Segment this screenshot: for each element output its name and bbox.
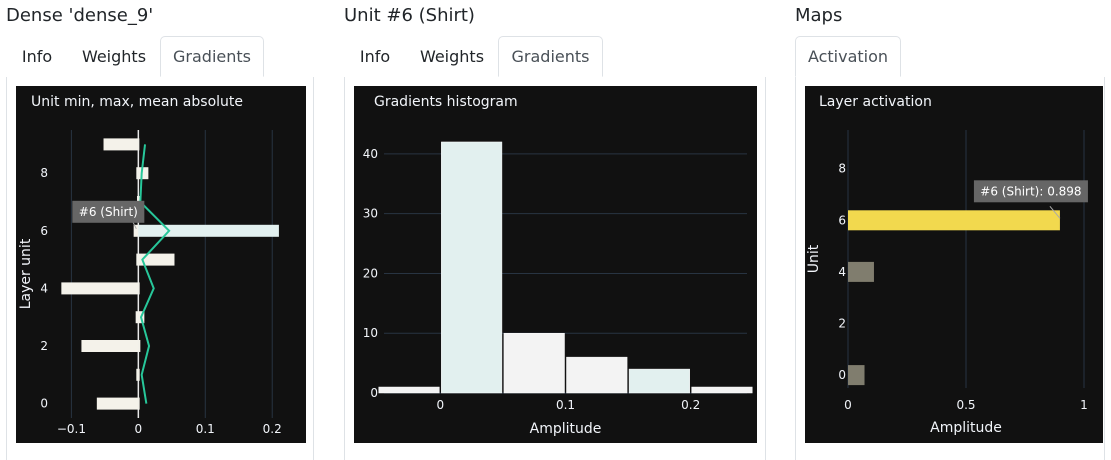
x-tick-label: 0.1 xyxy=(556,398,575,412)
layer-activation-plot[interactable]: Layer activation 0 0.5 1 0 2 4 6 8 Unit #6 (Shirt)… xyxy=(805,86,1103,443)
y-tick-label: 40 xyxy=(363,147,378,161)
dense-layer-panel: Dense 'dense_9' Info Weights Gradients U… xyxy=(6,0,318,460)
chart-title: Layer activation xyxy=(819,94,932,110)
maps-panel: Maps Activation Layer activation 0 0.5 1 0 2 4… xyxy=(795,0,1111,460)
y-tick-label: 4 xyxy=(838,265,846,279)
y-tick-label: 6 xyxy=(40,224,48,238)
tab-weights[interactable]: Weights xyxy=(419,47,485,66)
gradients-histogram-chart[interactable]: Gradients histogram 0 10 20 30 40 0 0.1 0.2 Ampli… xyxy=(354,86,757,443)
activation-bar xyxy=(848,210,1060,231)
min-bar xyxy=(135,311,139,324)
histogram-bar xyxy=(441,141,503,394)
tooltip-text: #6 (Shirt) xyxy=(79,205,138,219)
activation-bar xyxy=(848,365,865,386)
tooltip-box xyxy=(72,200,145,223)
min-bar xyxy=(81,340,139,352)
tab-gradients[interactable]: Gradients xyxy=(498,36,603,77)
y-tick-label: 2 xyxy=(40,339,48,353)
max-bar xyxy=(138,368,140,381)
unit-stats-plot[interactable]: Unit min, max, mean absolute −0.1 0 0.1 0.2 0… xyxy=(16,86,306,443)
y-axis-label: Unit xyxy=(806,244,822,273)
x-tick-label: −0.1 xyxy=(57,422,86,436)
histogram-bar xyxy=(566,356,628,394)
x-tick-label: 0 xyxy=(135,422,143,436)
tooltip-pointer xyxy=(1049,205,1061,219)
y-tick-label: 4 xyxy=(40,281,48,295)
histogram-bar xyxy=(628,368,690,394)
min-bar xyxy=(136,167,139,180)
y-tick-label: 6 xyxy=(838,213,846,227)
x-tick-label: 0 xyxy=(844,398,852,412)
x-tick-label: 0.1 xyxy=(196,422,215,436)
max-bar xyxy=(138,282,140,295)
chart-title: Gradients histogram xyxy=(374,94,518,110)
tab-activation[interactable]: Activation xyxy=(795,36,901,77)
panel-title: Maps xyxy=(795,5,843,26)
max-bar xyxy=(138,224,279,237)
y-axis-label: Layer unit xyxy=(18,238,34,309)
x-tick-label: 0.5 xyxy=(956,398,975,412)
min-bar xyxy=(136,368,139,381)
max-bar xyxy=(138,167,149,180)
min-bar xyxy=(103,138,139,151)
y-tick-label: 20 xyxy=(363,266,378,280)
y-tick-label: 30 xyxy=(363,207,378,221)
layer-activation-chart[interactable]: Layer activation 0 0.5 1 0 2 4 6 8 Unit #6 (Shirt)… xyxy=(805,86,1103,443)
y-tick-label: 10 xyxy=(363,326,378,340)
tab-info[interactable]: Info xyxy=(21,47,53,66)
tab-bar: Info Weights Gradients xyxy=(6,36,314,78)
tab-gradients[interactable]: Gradients xyxy=(160,36,264,77)
min-bar xyxy=(96,397,139,410)
histogram-bar xyxy=(503,332,565,394)
max-bar xyxy=(138,138,140,151)
x-tick-label: 0.2 xyxy=(681,398,700,412)
min-bar xyxy=(136,253,139,266)
histogram-bar xyxy=(691,386,753,394)
panel-title: Unit #6 (Shirt) xyxy=(344,5,475,26)
histogram-card: Gradients histogram 0 10 20 30 40 0 0.1 0.2 Ampli… xyxy=(344,77,766,460)
mean-absolute-line xyxy=(139,144,171,404)
panel-title: Dense 'dense_9' xyxy=(6,5,154,26)
unit-panel: Unit #6 (Shirt) Info Weights Gradients G… xyxy=(344,0,768,460)
tab-bar: Info Weights Gradients xyxy=(344,36,766,78)
max-bar xyxy=(138,340,141,352)
activation-card: Layer activation 0 0.5 1 0 2 4 6 8 Unit #6 (Shirt)… xyxy=(795,77,1105,460)
tooltip-box xyxy=(973,180,1088,203)
tab-bar: Activation xyxy=(795,36,1105,78)
y-tick-label: 0 xyxy=(838,368,846,382)
unit-stats-chart[interactable]: Unit min, max, mean absolute −0.1 0 0.1 0.2 0… xyxy=(16,86,306,443)
chart-title: Unit min, max, mean absolute xyxy=(31,94,243,110)
x-axis-label: Amplitude xyxy=(930,420,1002,436)
gradients-histogram-plot[interactable]: Gradients histogram 0 10 20 30 40 0 0.1 0.2 Ampli… xyxy=(354,86,757,443)
histogram-bar xyxy=(378,386,440,394)
x-tick-label: 0 xyxy=(437,398,445,412)
tooltip-text: #6 (Shirt): 0.898 xyxy=(980,184,1081,198)
y-tick-label: 0 xyxy=(370,386,378,400)
tab-weights[interactable]: Weights xyxy=(81,47,147,66)
tab-info[interactable]: Info xyxy=(359,47,391,66)
y-tick-label: 8 xyxy=(838,162,846,176)
activation-bar xyxy=(848,261,874,282)
x-tick-label: 0.2 xyxy=(263,422,282,436)
max-bar xyxy=(138,253,175,266)
y-tick-label: 2 xyxy=(838,317,846,331)
gradients-card: Unit min, max, mean absolute −0.1 0 0.1 0.2 0… xyxy=(6,77,314,460)
y-tick-label: 0 xyxy=(40,397,48,411)
x-tick-label: 1 xyxy=(1080,398,1088,412)
min-bar xyxy=(61,282,139,295)
y-tick-label: 8 xyxy=(40,166,48,180)
min-bar xyxy=(133,224,139,237)
x-axis-label: Amplitude xyxy=(530,421,602,437)
max-bar xyxy=(138,397,140,410)
